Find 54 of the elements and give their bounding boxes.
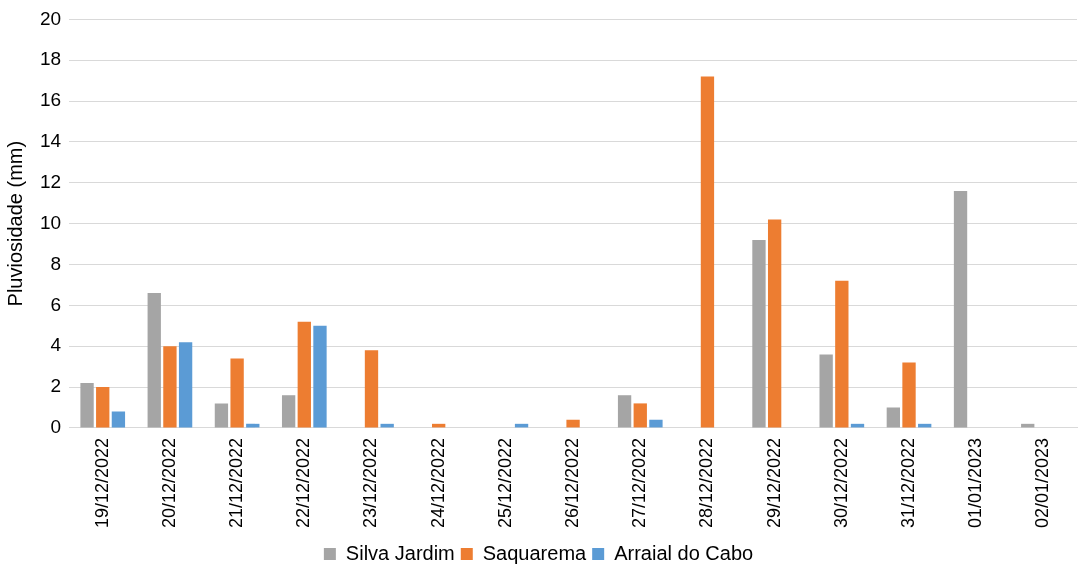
bar	[80, 382, 94, 428]
x-tick-label: 21/12/2022	[226, 437, 247, 529]
bar	[230, 358, 244, 428]
bar	[752, 240, 766, 428]
bar	[566, 419, 580, 428]
y-tick-label: 10	[39, 211, 62, 233]
bar	[297, 321, 311, 428]
bar	[178, 342, 193, 428]
legend-label: Silva Jardim	[345, 541, 455, 564]
y-axis-title: Pluviosidade (mm)	[3, 140, 26, 307]
x-tick-label: 22/12/2022	[293, 437, 314, 529]
bar	[96, 387, 110, 428]
y-tick-label: 20	[39, 7, 62, 29]
y-tick-label: 2	[50, 375, 62, 397]
bar	[617, 395, 632, 428]
bar	[111, 411, 126, 428]
bar	[953, 190, 968, 428]
bar	[214, 403, 229, 428]
y-tick-label: 4	[50, 334, 62, 356]
x-tick-label: 27/12/2022	[629, 437, 650, 529]
bar	[649, 419, 663, 428]
x-tick-label: 02/01/2023	[1032, 437, 1053, 529]
x-tick-label: 30/12/2022	[830, 437, 851, 529]
y-tick-label: 12	[39, 171, 62, 193]
bar	[700, 76, 715, 428]
bar	[835, 280, 849, 428]
y-tick-label: 0	[50, 416, 62, 438]
x-tick-label: 29/12/2022	[763, 437, 784, 529]
x-tick-label: 25/12/2022	[494, 437, 515, 529]
bar	[147, 293, 161, 428]
y-tick-label: 8	[50, 252, 62, 274]
x-tick-label: 19/12/2022	[91, 437, 112, 529]
bar	[364, 350, 379, 428]
bar	[886, 407, 901, 428]
bar	[313, 325, 327, 428]
bar	[163, 346, 177, 428]
x-tick-label: 31/12/2022	[897, 437, 918, 529]
y-tick-label: 18	[39, 48, 62, 70]
x-tick-label: 20/12/2022	[158, 437, 179, 529]
legend-label: Saquarema	[482, 541, 588, 564]
x-tick-label: 24/12/2022	[427, 437, 448, 529]
x-tick-label: 28/12/2022	[696, 437, 717, 529]
y-tick-label: 14	[39, 130, 62, 152]
x-tick-label: 26/12/2022	[562, 437, 583, 529]
bar	[902, 362, 916, 428]
y-tick-label: 16	[39, 89, 62, 111]
x-tick-label: 01/01/2023	[965, 437, 986, 529]
bar	[819, 354, 833, 428]
bar	[633, 403, 647, 428]
bar	[281, 395, 296, 428]
x-tick-label: 23/12/2022	[360, 437, 381, 529]
legend-label: Arraial do Cabo	[614, 541, 754, 564]
bar	[767, 219, 782, 428]
y-tick-label: 6	[50, 293, 62, 315]
